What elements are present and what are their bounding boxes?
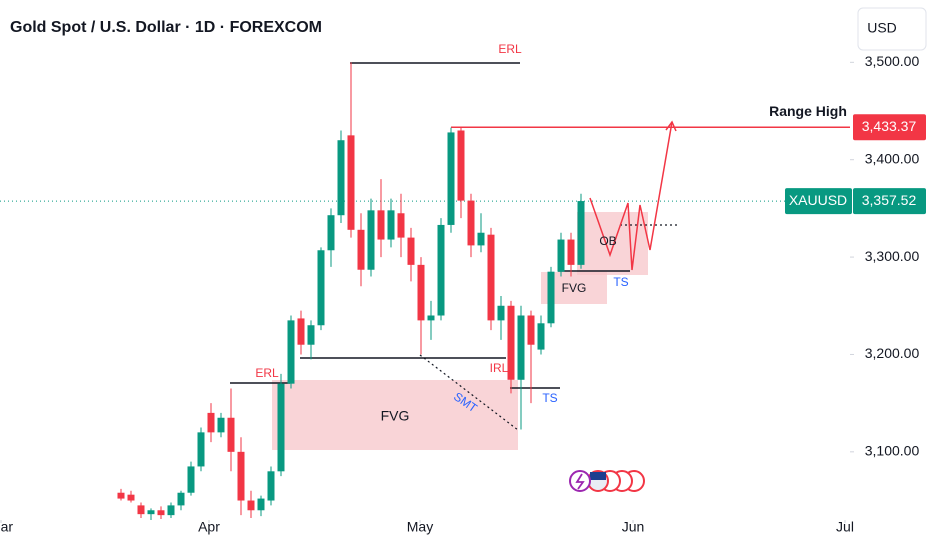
candle-body bbox=[527, 315, 535, 345]
currency-button[interactable] bbox=[857, 7, 927, 51]
y-tick-label: 3,500.00 bbox=[865, 53, 920, 69]
candle-body bbox=[247, 500, 255, 511]
candle-body bbox=[277, 383, 285, 472]
drawings bbox=[230, 62, 678, 450]
candle-body bbox=[257, 498, 265, 511]
irl-label: IRL bbox=[490, 361, 509, 375]
symbol-label: XAUUSD bbox=[789, 192, 847, 208]
currency-label: USD bbox=[867, 20, 897, 36]
candle-body bbox=[507, 305, 515, 380]
candle-body bbox=[497, 305, 505, 321]
y-tick-label: 3,400.00 bbox=[865, 150, 920, 166]
projection-path bbox=[589, 121, 673, 271]
candle-body bbox=[197, 432, 205, 467]
candle-body bbox=[427, 315, 435, 321]
candle-body bbox=[437, 224, 445, 316]
ts-label: TS bbox=[542, 391, 557, 405]
fvg-label: FVG bbox=[562, 281, 587, 295]
candle-body bbox=[407, 237, 415, 265]
y-tick-label: 3,300.00 bbox=[865, 248, 920, 264]
candle-body bbox=[517, 315, 525, 380]
smt-line bbox=[419, 354, 519, 431]
candle-body bbox=[147, 510, 155, 515]
ts-label: TS bbox=[613, 275, 628, 289]
candle-body bbox=[577, 201, 585, 265]
candle-body bbox=[467, 200, 475, 246]
candle-body bbox=[457, 130, 465, 201]
x-tick-label: Jul bbox=[836, 519, 854, 535]
erl-label: ERL bbox=[498, 42, 522, 56]
candle-body bbox=[487, 234, 495, 321]
candle-body bbox=[157, 510, 165, 516]
chart-title: Gold Spot / U.S. Dollar · 1D · FOREXCOM bbox=[10, 19, 322, 36]
candle-body bbox=[337, 140, 345, 216]
candle-body bbox=[227, 417, 235, 452]
ob-label: OB bbox=[599, 234, 616, 248]
x-tick-label: May bbox=[407, 519, 433, 535]
candle-body bbox=[537, 323, 545, 350]
candle-body bbox=[447, 132, 455, 225]
candle-body bbox=[477, 232, 485, 246]
y-tick-label: 3,200.00 bbox=[865, 345, 920, 361]
candle-body bbox=[237, 451, 245, 501]
candle-body bbox=[377, 210, 385, 240]
candle-body bbox=[417, 264, 425, 321]
candle-body bbox=[567, 239, 575, 265]
candle-body bbox=[177, 492, 185, 506]
candle-body bbox=[387, 210, 395, 240]
candle-body bbox=[547, 271, 555, 324]
candle-body bbox=[207, 412, 215, 433]
candle-body bbox=[167, 505, 175, 516]
candle-body bbox=[297, 318, 305, 345]
symbol-tag bbox=[785, 188, 852, 215]
price-tag-label: 3,433.37 bbox=[862, 118, 917, 134]
icons bbox=[569, 470, 645, 492]
candle-body bbox=[327, 215, 335, 251]
candle-body bbox=[397, 213, 405, 238]
fvg-label: FVG bbox=[381, 408, 410, 424]
candle-body bbox=[137, 505, 145, 515]
ob-zone bbox=[577, 212, 648, 275]
candle-body bbox=[357, 229, 365, 270]
candle-body bbox=[187, 466, 195, 493]
candle-body bbox=[347, 135, 355, 230]
x-tick-label: Mar bbox=[0, 519, 13, 535]
candle-body bbox=[557, 239, 565, 272]
y-tick-label: 3,100.00 bbox=[865, 443, 920, 459]
candle-body bbox=[267, 471, 275, 501]
erl-label: ERL bbox=[255, 366, 279, 380]
range-high-label: Range High bbox=[769, 103, 847, 119]
candle-body bbox=[217, 417, 225, 433]
candle-body bbox=[127, 494, 135, 501]
flag-canton bbox=[590, 472, 606, 480]
candle-body bbox=[117, 492, 125, 499]
price-tag bbox=[853, 188, 926, 215]
candle-body bbox=[317, 250, 325, 326]
candle-body bbox=[287, 320, 295, 384]
x-tick-label: Jun bbox=[622, 519, 645, 535]
bolt bbox=[575, 473, 585, 490]
candle-body bbox=[367, 210, 375, 270]
candle-body bbox=[307, 325, 315, 345]
fvg-zone bbox=[272, 380, 518, 450]
x-tick-label: Apr bbox=[198, 519, 220, 535]
price-tag-label: 3,357.52 bbox=[862, 192, 917, 208]
event-icon bbox=[569, 470, 591, 492]
price-tag bbox=[853, 114, 926, 141]
